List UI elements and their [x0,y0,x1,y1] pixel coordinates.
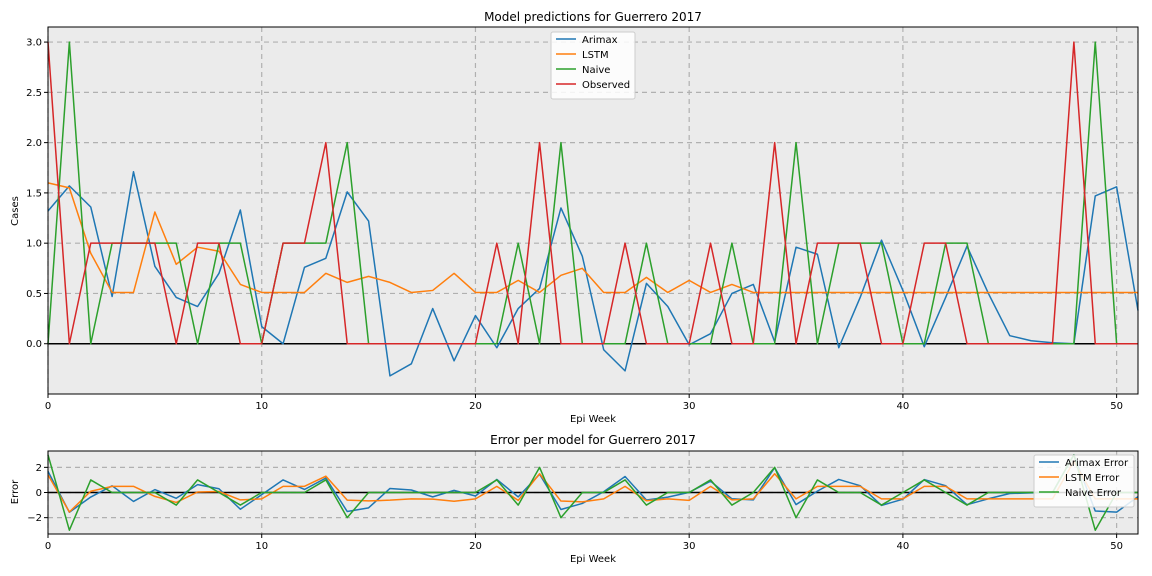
y-tick-label: 2.0 [26,138,42,149]
x-tick-label: 40 [897,541,910,552]
error-x-label: Epi Week [570,554,616,565]
predictions-x-ticks: 0 10 20 30 40 50 [45,394,1123,412]
error-x-ticks: 0 10 20 30 40 50 [45,534,1123,552]
series-line-observed [47,41,1138,345]
legend-label: Naive Error [1065,488,1122,499]
predictions-chart: Model predictions for Guerrero 2017 0 10 2… [10,10,1139,425]
predictions-series [47,41,1139,377]
legend-label: LSTM [582,50,609,61]
x-tick-label: 10 [255,401,268,412]
x-tick-label: 40 [897,401,910,412]
x-tick-label: 0 [45,541,51,552]
predictions-chart-title: Model predictions for Guerrero 2017 [484,10,702,24]
error-legend: Arimax Error LSTM Error Naive Error [1033,454,1135,508]
x-tick-label: 50 [1110,401,1123,412]
error-chart-title: Error per model for Guerrero 2017 [490,433,696,447]
x-tick-label: 30 [683,541,696,552]
y-tick-label: 1.5 [26,188,42,199]
series-line-lstm-error [47,460,1138,513]
legend-label: Observed [582,80,630,91]
error-y-label: Error [10,479,21,504]
legend-box [550,31,636,100]
predictions-legend: Arimax LSTM Naive Observed [550,31,636,100]
y-tick-label: 0.5 [26,289,42,300]
y-tick-label: 2.5 [26,88,42,99]
y-tick-label: 1.0 [26,239,42,250]
error-y-ticks: −2 0 2 [27,463,48,524]
y-tick-label: 0 [36,488,42,499]
predictions-plot-frame [47,26,1139,395]
error-chart: Error per model for Guerrero 2017 0 10 20 3… [10,433,1139,565]
x-tick-label: 0 [45,401,51,412]
x-tick-label: 20 [469,541,482,552]
predictions-y-label: Cases [10,196,21,226]
y-tick-label: 2 [36,463,42,474]
legend-box [1033,454,1135,508]
x-tick-label: 20 [469,401,482,412]
y-tick-label: 0.0 [26,339,42,350]
series-line-naive-error [47,454,1138,531]
legend-label: Arimax [582,35,618,46]
x-tick-label: 10 [255,541,268,552]
predictions-x-label: Epi Week [570,414,616,425]
legend-label: Naive [582,65,610,76]
legend-label: Arimax Error [1065,458,1129,469]
predictions-y-ticks: 0.0 0.5 1.0 1.5 2.0 2.5 3.0 [26,38,48,350]
error-series [47,454,1139,531]
x-tick-label: 30 [683,401,696,412]
y-tick-label: −2 [27,513,42,524]
y-tick-label: 3.0 [26,38,42,49]
x-tick-label: 50 [1110,541,1123,552]
series-line-arimax [47,171,1139,377]
legend-label: LSTM Error [1065,473,1120,484]
